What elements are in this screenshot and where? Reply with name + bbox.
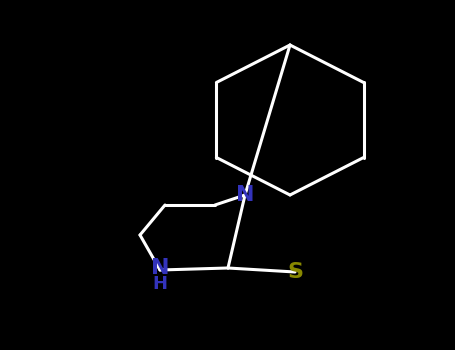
Text: S: S — [287, 262, 303, 282]
Text: N: N — [236, 185, 254, 205]
Text: H: H — [152, 275, 167, 293]
Text: N: N — [151, 258, 169, 278]
